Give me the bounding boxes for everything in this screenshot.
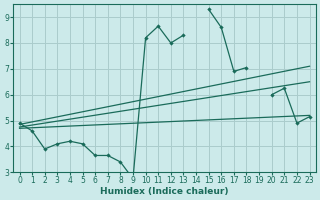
X-axis label: Humidex (Indice chaleur): Humidex (Indice chaleur) — [100, 187, 229, 196]
